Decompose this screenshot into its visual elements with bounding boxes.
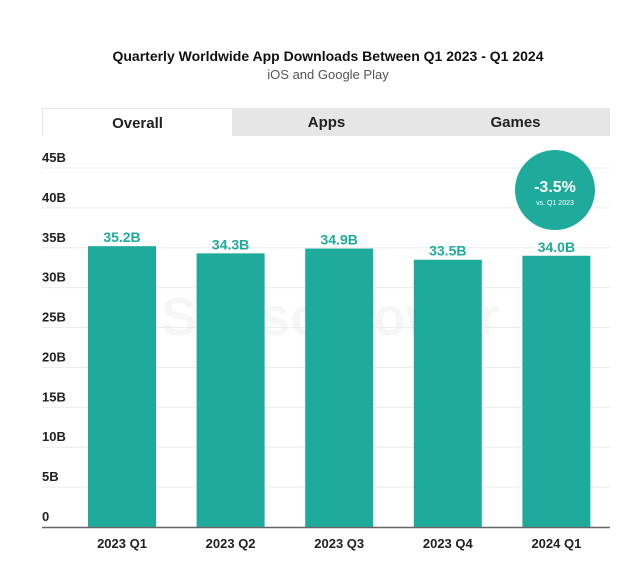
y-tick-label: 5B [42, 469, 59, 484]
data-label: 33.5B [429, 243, 466, 259]
y-tick-label: 0 [42, 509, 49, 524]
change-badge [515, 150, 595, 230]
x-tick-label: 2023 Q4 [423, 536, 474, 551]
tab-overall[interactable]: Overall [42, 108, 232, 136]
bar [88, 246, 156, 527]
x-tick-label: 2023 Q2 [206, 536, 256, 551]
data-label: 35.2B [103, 229, 140, 245]
y-tick-label: 10B [42, 429, 66, 444]
y-tick-label: 35B [42, 230, 66, 245]
data-label: 34.3B [212, 236, 249, 252]
bar [305, 248, 374, 527]
data-label: 34.9B [321, 232, 358, 248]
tab-games[interactable]: Games [490, 114, 541, 131]
x-tick-label: 2024 Q1 [531, 536, 581, 551]
y-tick-label: 20B [42, 349, 66, 364]
chart-title: Quarterly Worldwide App Downloads Betwee… [112, 48, 544, 64]
y-tick-label: 30B [42, 270, 66, 285]
x-tick-label: 2023 Q1 [97, 536, 147, 551]
tab-bar: Overall Apps Games [42, 108, 610, 136]
change-note: vs. Q1 2023 [536, 200, 574, 207]
chart-subtitle: iOS and Google Play [267, 67, 389, 82]
x-tick-label: 2023 Q3 [314, 536, 364, 551]
y-tick-label: 40B [42, 190, 66, 205]
y-tick-label: 25B [42, 310, 66, 325]
tab-apps[interactable]: Apps [307, 114, 346, 131]
y-tick-label: 45B [42, 150, 66, 165]
change-value: -3.5% [534, 179, 576, 196]
y-tick-label: 15B [42, 389, 66, 404]
bar [522, 255, 591, 527]
bar [196, 253, 265, 527]
data-label: 34.0B [538, 239, 575, 255]
bar [413, 259, 482, 527]
